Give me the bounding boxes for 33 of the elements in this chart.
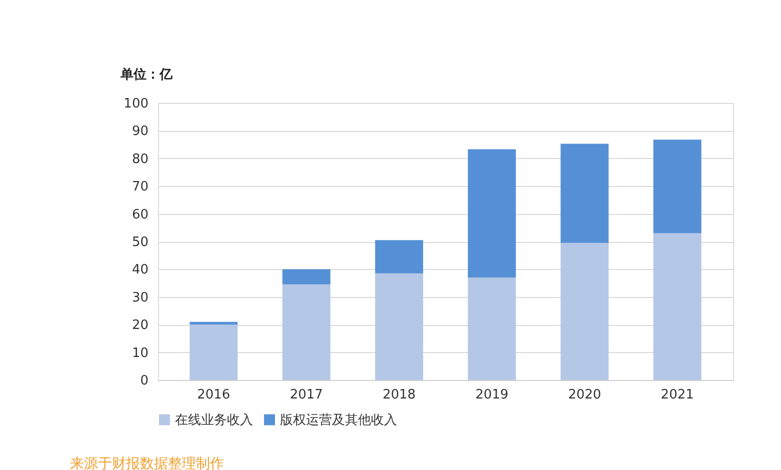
- bar: [190, 324, 238, 380]
- bar: [468, 278, 516, 380]
- y-tick-label: 0: [140, 374, 148, 388]
- bar: [282, 269, 330, 284]
- legend-label: 在线业务收入: [175, 412, 253, 428]
- y-tick-label: 80: [132, 152, 148, 167]
- y-tick-label: 40: [132, 262, 148, 278]
- bar: [282, 284, 330, 380]
- bar: [468, 149, 516, 278]
- y-tick-label: 30: [132, 290, 148, 306]
- legend-label: 版权运营及其他收入: [280, 412, 397, 428]
- x-tick-label: 2020: [568, 388, 602, 402]
- bar: [375, 273, 424, 380]
- bar: [653, 140, 702, 234]
- x-tick-label: 2021: [660, 388, 694, 402]
- y-axis-title: 单位：亿: [120, 66, 174, 82]
- bar: [560, 242, 609, 380]
- bar: [190, 322, 238, 325]
- x-tick-label: 2017: [290, 388, 323, 402]
- text: 来源于财报数据整理制作: [70, 456, 224, 470]
- x-tick-label: 2016: [197, 388, 230, 402]
- y-tick-label: 70: [132, 180, 148, 195]
- bar: [375, 240, 424, 274]
- y-tick-label: 20: [132, 318, 148, 334]
- y-tick-label: 90: [132, 124, 148, 140]
- x-tick-label: 2019: [475, 388, 508, 402]
- x-tick-label: 2018: [382, 388, 416, 402]
- bar: [653, 233, 702, 380]
- y-tick-label: 100: [124, 96, 148, 112]
- y-tick-label: 10: [132, 346, 148, 361]
- bar: [560, 144, 609, 243]
- y-tick-label: 50: [132, 235, 148, 250]
- y-tick-label: 60: [132, 207, 148, 222]
